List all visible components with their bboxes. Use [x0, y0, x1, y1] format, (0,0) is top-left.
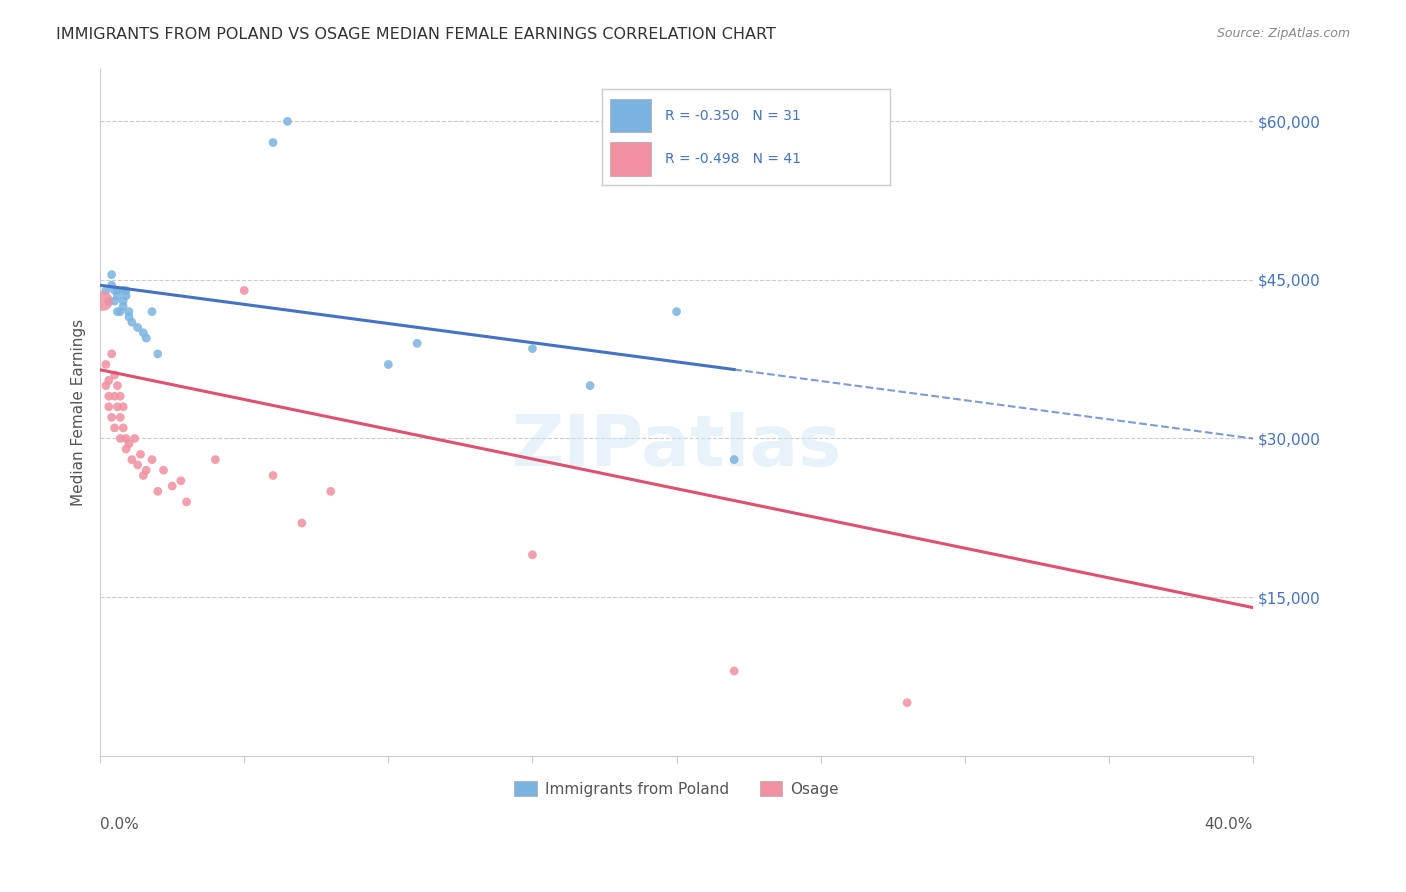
Point — [94, 358, 117, 372]
Point — [723, 664, 745, 678]
Point — [97, 373, 120, 387]
Point — [103, 389, 125, 403]
Point — [107, 289, 129, 303]
Point — [121, 452, 143, 467]
Point — [141, 452, 163, 467]
Point — [204, 452, 226, 467]
Y-axis label: Median Female Earnings: Median Female Earnings — [72, 318, 86, 506]
Point — [103, 284, 125, 298]
Point — [262, 136, 284, 150]
Text: Source: ZipAtlas.com: Source: ZipAtlas.com — [1216, 27, 1350, 40]
Text: 40.0%: 40.0% — [1205, 817, 1253, 832]
Point — [103, 368, 125, 382]
Point — [146, 347, 169, 361]
Point — [522, 342, 544, 356]
Point — [110, 432, 132, 446]
Point — [115, 289, 138, 303]
Point — [107, 304, 129, 318]
Point — [107, 400, 129, 414]
Point — [112, 421, 135, 435]
Point — [110, 410, 132, 425]
Point — [170, 474, 193, 488]
Point — [291, 516, 314, 530]
Point — [112, 299, 135, 313]
Point — [115, 442, 138, 456]
Point — [97, 389, 120, 403]
Point — [112, 294, 135, 309]
Point — [112, 284, 135, 298]
Point — [124, 432, 146, 446]
Point — [129, 447, 152, 461]
Point — [118, 310, 141, 324]
Point — [110, 304, 132, 318]
Text: ZIPatlas: ZIPatlas — [512, 412, 842, 481]
Point — [103, 294, 125, 309]
Text: IMMIGRANTS FROM POLAND VS OSAGE MEDIAN FEMALE EARNINGS CORRELATION CHART: IMMIGRANTS FROM POLAND VS OSAGE MEDIAN F… — [56, 27, 776, 42]
Point — [406, 336, 429, 351]
Point — [276, 114, 298, 128]
Point — [579, 378, 602, 392]
Point — [118, 304, 141, 318]
Point — [118, 436, 141, 450]
Point — [100, 347, 122, 361]
Point — [135, 463, 157, 477]
Point — [132, 468, 155, 483]
Point — [100, 278, 122, 293]
Point — [132, 326, 155, 340]
Point — [176, 495, 198, 509]
Point — [115, 432, 138, 446]
Point — [107, 284, 129, 298]
Text: 0.0%: 0.0% — [100, 817, 139, 832]
Point — [152, 463, 174, 477]
Point — [103, 421, 125, 435]
Point — [141, 304, 163, 318]
Point — [127, 458, 149, 472]
Point — [112, 400, 135, 414]
Point — [160, 479, 183, 493]
Point — [100, 268, 122, 282]
Point — [115, 284, 138, 298]
Point — [94, 378, 117, 392]
Point — [91, 294, 114, 309]
Point — [110, 389, 132, 403]
Point — [97, 294, 120, 309]
Point — [100, 410, 122, 425]
Point — [107, 378, 129, 392]
Point — [94, 284, 117, 298]
Legend: Immigrants from Poland, Osage: Immigrants from Poland, Osage — [508, 775, 845, 803]
Point — [665, 304, 688, 318]
Point — [135, 331, 157, 345]
Point — [522, 548, 544, 562]
Point — [97, 400, 120, 414]
Point — [896, 696, 918, 710]
Point — [233, 284, 256, 298]
Point — [146, 484, 169, 499]
Point — [262, 468, 284, 483]
Point — [377, 358, 399, 372]
Point — [121, 315, 143, 329]
Point — [723, 452, 745, 467]
Point — [319, 484, 342, 499]
Point — [127, 320, 149, 334]
